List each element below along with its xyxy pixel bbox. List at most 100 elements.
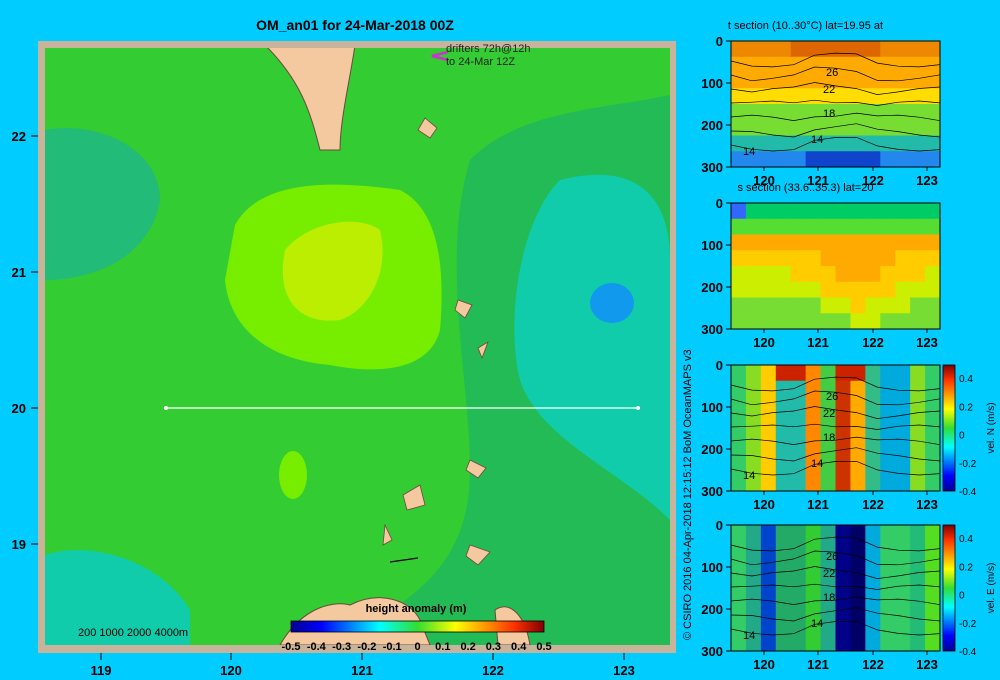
section-frame [730, 40, 941, 168]
section-cell [775, 396, 792, 413]
isotherm-contour [730, 66, 941, 82]
section-cell [850, 266, 866, 283]
isotherm-contour [730, 536, 941, 552]
section-cell [775, 459, 792, 476]
section-cell [745, 619, 762, 636]
section-cell [775, 556, 792, 573]
section-cell [910, 281, 926, 298]
section-cell [745, 203, 762, 220]
isotherm-contour [730, 566, 941, 579]
section-cell [910, 443, 926, 460]
section-cell [880, 603, 896, 620]
section-cell [865, 365, 881, 382]
height-anomaly-colorbar [290, 620, 545, 633]
section-cell [745, 266, 762, 283]
colorbar-tick-label: 0 [414, 641, 420, 653]
section-cell [760, 556, 777, 573]
section-cell [760, 635, 777, 652]
section-ytick-label: 200 [701, 118, 723, 133]
section-cell [760, 266, 777, 283]
section-cell [865, 41, 881, 58]
section-title: s section (33.6..35.3) lat=20 [737, 182, 873, 194]
map-xticks: 119 120 121 122 123 [91, 653, 635, 678]
section-cell [880, 218, 896, 235]
section-cell [790, 365, 807, 382]
section-cell [910, 41, 926, 58]
section-cell [835, 603, 851, 620]
section-cell [865, 459, 881, 476]
section-cell [731, 412, 747, 429]
section-cell [760, 603, 777, 620]
section-cell [865, 556, 881, 573]
section-cell [760, 619, 777, 636]
section-cell [895, 428, 911, 445]
section-cell [835, 396, 851, 413]
section-cell [880, 588, 896, 605]
contour-label: 22 [823, 408, 835, 420]
section-cell [745, 88, 762, 105]
section-cell [731, 151, 747, 168]
section-cell [790, 635, 807, 652]
section-cell [775, 443, 792, 460]
section-cell [775, 619, 792, 636]
section-cell [790, 443, 807, 460]
velocity-colorbar [942, 524, 956, 652]
isotherm-contour [730, 423, 941, 430]
section-cell [895, 365, 911, 382]
section-cell [731, 266, 747, 283]
section-cell [805, 396, 822, 413]
section-cell [850, 72, 866, 89]
section-cell [790, 151, 807, 168]
section-cell [925, 572, 941, 589]
section-cell [850, 540, 866, 557]
section-cell [865, 475, 881, 492]
section-cell [895, 619, 911, 636]
map-ytick-label: 20 [12, 401, 26, 416]
section-cell [835, 297, 851, 314]
section-cell [910, 475, 926, 492]
velocity-colorbar-label: vel. E (m/s) [986, 563, 997, 614]
drifter-label-2: to 24-Mar 12Z [446, 56, 515, 68]
section-cell [820, 380, 836, 397]
section-cell [790, 412, 807, 429]
section-xtick-label: 122 [862, 497, 884, 512]
section-cell [760, 525, 777, 542]
section-cell [880, 525, 896, 542]
section-cell [745, 459, 762, 476]
section-cell [925, 250, 941, 267]
section-cell [775, 104, 792, 121]
section-cell [805, 525, 822, 542]
section-xtick-label: 120 [753, 335, 775, 350]
section-cell [925, 313, 941, 330]
section-cell [925, 297, 941, 314]
colorbar-tick-label: 0.2 [460, 641, 475, 653]
section-frame [730, 202, 941, 330]
section-cell [880, 250, 896, 267]
section-cell [895, 525, 911, 542]
section-panel-1: s section (33.6..35.3) lat=20 0 100 200 300 1… [701, 182, 941, 350]
section-cell [925, 475, 941, 492]
contour-label: 14 [811, 134, 823, 146]
colorbar-tick-label: 0.3 [486, 641, 501, 653]
section-cell [895, 266, 911, 283]
section-cell [880, 151, 896, 168]
section-cell [835, 266, 851, 283]
section-cell [775, 281, 792, 298]
section-cell [760, 151, 777, 168]
section-cell [820, 572, 836, 589]
section-cell [895, 540, 911, 557]
section-cell [895, 281, 911, 298]
section-ytick-label: 0 [716, 358, 723, 373]
section-cell [790, 428, 807, 445]
isotherm-contour [730, 82, 941, 95]
section-ytick-label: 200 [701, 280, 723, 295]
section-cell [910, 556, 926, 573]
section-cell [731, 313, 747, 330]
section-xtick-label: 122 [862, 657, 884, 672]
section-cell [895, 475, 911, 492]
section-cell [731, 556, 747, 573]
section-cell [925, 234, 941, 251]
drifter-track-icon [431, 50, 449, 62]
section-ytick-label: 300 [701, 322, 723, 337]
section-cell [865, 234, 881, 251]
